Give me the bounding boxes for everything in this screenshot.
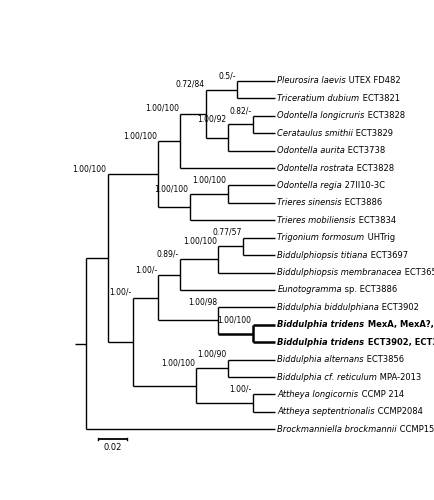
- Text: ECT3886: ECT3886: [341, 198, 381, 207]
- Text: Biddulphia biddulphiana: Biddulphia biddulphiana: [277, 303, 378, 312]
- Text: Attheya septentrionalis: Attheya septentrionalis: [277, 408, 374, 416]
- Text: 1.00/100: 1.00/100: [154, 184, 188, 194]
- Text: ECT3655: ECT3655: [401, 268, 434, 277]
- Text: CCMP2084: CCMP2084: [374, 408, 422, 416]
- Text: Brockmanniella brockmannii: Brockmanniella brockmannii: [277, 425, 396, 434]
- Text: ECT3856: ECT3856: [363, 355, 403, 364]
- Text: 1.00/100: 1.00/100: [145, 104, 179, 113]
- Text: Biddulphia cf. reticulum: Biddulphia cf. reticulum: [277, 372, 376, 382]
- Text: ECT3902, ECT3838: ECT3902, ECT3838: [364, 338, 434, 346]
- Text: 0.72/84: 0.72/84: [175, 80, 204, 89]
- Text: 1.00/100: 1.00/100: [123, 131, 157, 140]
- Text: ECT3902: ECT3902: [378, 303, 418, 312]
- Text: 27II10-3C: 27II10-3C: [342, 181, 385, 190]
- Text: Odontella regia: Odontella regia: [277, 181, 342, 190]
- Text: Triceratium dubium: Triceratium dubium: [277, 94, 359, 103]
- Text: 1.00/100: 1.00/100: [161, 358, 194, 368]
- Text: MexA, MexA?, PLB-B3: MexA, MexA?, PLB-B3: [364, 320, 434, 330]
- Text: 0.77/57: 0.77/57: [212, 228, 242, 237]
- Text: Biddulphia alternans: Biddulphia alternans: [277, 355, 363, 364]
- Text: UHTrig: UHTrig: [364, 233, 394, 242]
- Text: ECT3821: ECT3821: [359, 94, 399, 103]
- Text: Biddulphia tridens: Biddulphia tridens: [277, 320, 364, 330]
- Text: 0.89/-: 0.89/-: [157, 250, 179, 259]
- Text: Odontella rostrata: Odontella rostrata: [277, 164, 353, 172]
- Text: Trigonium formosum: Trigonium formosum: [277, 233, 364, 242]
- Text: 0.5/-: 0.5/-: [218, 71, 235, 80]
- Text: MPA-2013: MPA-2013: [376, 372, 421, 382]
- Text: ECT3829: ECT3829: [353, 128, 392, 138]
- Text: Trieres mobiliensis: Trieres mobiliensis: [277, 216, 355, 225]
- Text: ECT3834: ECT3834: [355, 216, 395, 225]
- Text: ECT3828: ECT3828: [364, 111, 404, 120]
- Text: Biddulphiopsis membranacea: Biddulphiopsis membranacea: [277, 268, 401, 277]
- Text: Biddulphiopsis titiana: Biddulphiopsis titiana: [277, 250, 367, 260]
- Text: ECT3828: ECT3828: [353, 164, 393, 172]
- Text: sp. ECT3886: sp. ECT3886: [341, 286, 396, 294]
- Text: 0.02: 0.02: [103, 442, 122, 452]
- Text: 0.82/-: 0.82/-: [229, 106, 251, 115]
- Text: Odontella aurita: Odontella aurita: [277, 146, 345, 155]
- Text: 1.00/90: 1.00/90: [197, 350, 226, 359]
- Text: 1.00/98: 1.00/98: [187, 298, 217, 306]
- Text: 1.00/-: 1.00/-: [135, 265, 157, 274]
- Text: ECT3738: ECT3738: [345, 146, 385, 155]
- Text: 1.00/-: 1.00/-: [229, 385, 251, 394]
- Text: UTEX FD482: UTEX FD482: [345, 76, 400, 86]
- Text: Eunotogramma: Eunotogramma: [277, 286, 341, 294]
- Text: Biddulphia tridens: Biddulphia tridens: [277, 338, 364, 346]
- Text: 1.00/100: 1.00/100: [192, 176, 226, 184]
- Text: CCMP151: CCMP151: [396, 425, 434, 434]
- Text: Attheya longicornis: Attheya longicornis: [277, 390, 358, 399]
- Text: 1.00/100: 1.00/100: [183, 236, 217, 246]
- Text: Pleurosira laevis: Pleurosira laevis: [277, 76, 345, 86]
- Text: ECT3697: ECT3697: [367, 250, 407, 260]
- Text: Trieres sinensis: Trieres sinensis: [277, 198, 341, 207]
- Text: CCMP 214: CCMP 214: [358, 390, 403, 399]
- Text: 1.00/100: 1.00/100: [72, 164, 106, 173]
- Text: 1.00/-: 1.00/-: [109, 288, 132, 297]
- Text: 1.00/92: 1.00/92: [197, 115, 226, 124]
- Text: 1.00/100: 1.00/100: [217, 315, 251, 324]
- Text: Odontella longicruris: Odontella longicruris: [277, 111, 364, 120]
- Text: Cerataulus smithii: Cerataulus smithii: [277, 128, 353, 138]
